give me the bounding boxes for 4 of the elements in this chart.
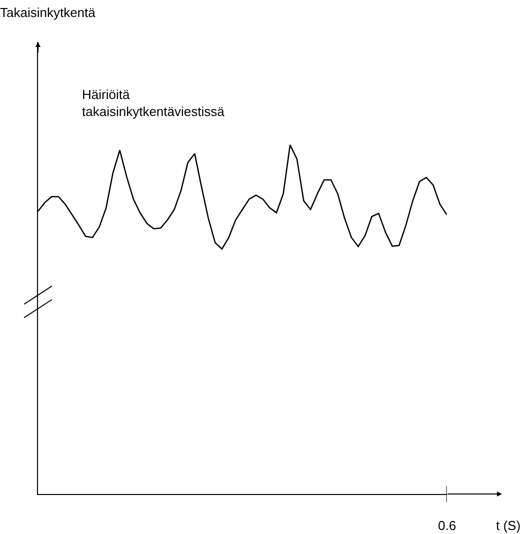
text: 0.6 bbox=[438, 518, 456, 533]
x-axis-title: t (S) bbox=[496, 518, 521, 533]
text: Takaisinkytkentä bbox=[0, 5, 96, 20]
text: Häiriöitä takaisinkytkentäviestissä bbox=[82, 87, 226, 119]
